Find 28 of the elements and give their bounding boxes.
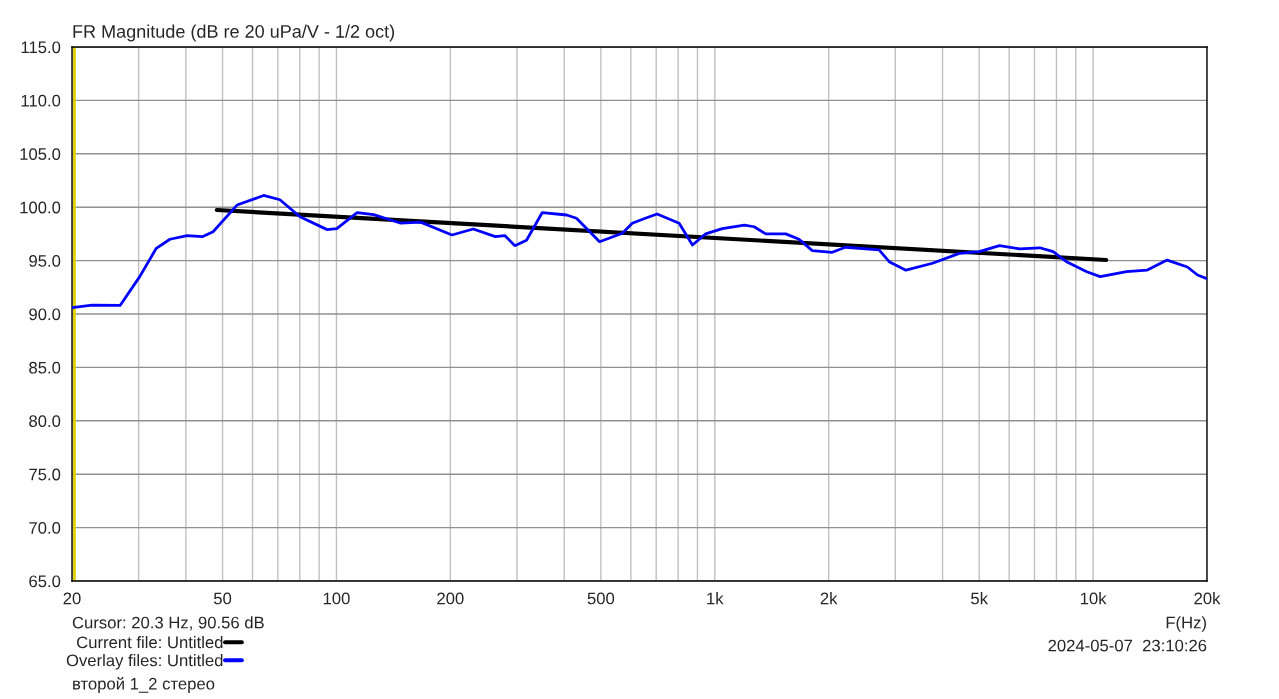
y-tick-label: 90.0 [29, 308, 61, 321]
x-tick-label: 500 [587, 592, 615, 605]
y-tick-label: 70.0 [29, 522, 61, 534]
text: второй 1_2 стерео [73, 677, 215, 693]
x-axis-title: F(Hz) [1166, 616, 1206, 632]
x-tick-label: 1k [707, 592, 724, 605]
x-tick-label: 2k [820, 592, 838, 605]
x-tick-label: 200 [437, 592, 464, 605]
y-tick-label: 95.0 [29, 255, 61, 267]
x-tick-label: 50 [213, 592, 232, 605]
y-tick-label: 105.0 [20, 148, 61, 160]
y-tick-label: 85.0 [29, 361, 61, 374]
y-tick-label: 115.0 [21, 41, 61, 54]
y-tick-label: 100.0 [20, 201, 61, 214]
chart-title: FR Magnitude (dB re 20 uPa/V - 1/2 oct) [73, 24, 395, 42]
text: Cursor: 20.3 Hz, 90.56 dB [72, 616, 264, 631]
x-tick-label: 10k [1080, 592, 1107, 605]
legend-label: Overlay files: Untitled [66, 654, 223, 670]
x-tick-label: 100 [323, 592, 350, 605]
y-tick-label: 75.0 [29, 468, 61, 481]
x-tick-label: 5k [971, 592, 989, 605]
x-tick-label: 20k [1194, 592, 1221, 605]
legend-label: Current file: Untitled [77, 636, 223, 649]
x-tick-label: 20 [63, 592, 81, 605]
y-tick-label: 80.0 [29, 415, 61, 427]
y-tick-label: 65.0 [29, 575, 61, 588]
y-tick-label: 110.0 [21, 94, 61, 107]
text: 2024-05-07 23:10:26 [1048, 639, 1207, 652]
